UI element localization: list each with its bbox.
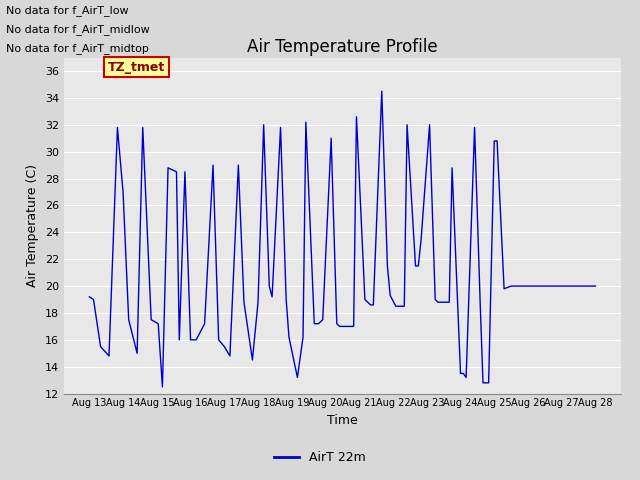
Text: TZ_tmet: TZ_tmet [108, 60, 165, 73]
Legend: AirT 22m: AirT 22m [269, 446, 371, 469]
Y-axis label: Air Temperature (C): Air Temperature (C) [26, 164, 39, 287]
X-axis label: Time: Time [327, 414, 358, 427]
Title: Air Temperature Profile: Air Temperature Profile [247, 38, 438, 56]
Text: No data for f_AirT_midtop: No data for f_AirT_midtop [6, 43, 149, 54]
Text: No data for f_AirT_midlow: No data for f_AirT_midlow [6, 24, 150, 35]
Text: No data for f_AirT_low: No data for f_AirT_low [6, 5, 129, 16]
